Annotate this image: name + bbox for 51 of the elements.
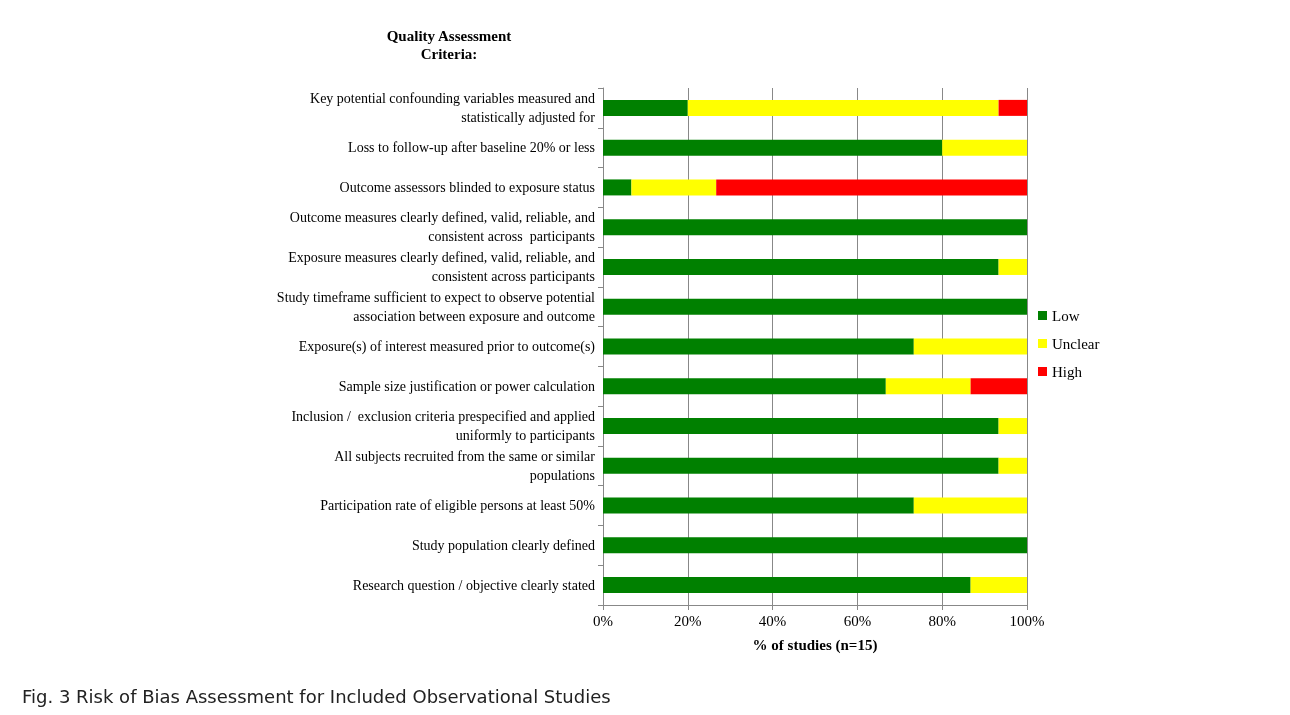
bar bbox=[603, 258, 999, 275]
caption: Fig. 3 Risk of Bias Assessment for Included Observational Studies bbox=[22, 685, 611, 707]
bar bbox=[970, 577, 1027, 594]
x-tick-label: 100% bbox=[1009, 612, 1045, 629]
legend-label: Low bbox=[1052, 307, 1080, 324]
x-tick-label: 60% bbox=[843, 612, 872, 629]
bar bbox=[603, 537, 1027, 554]
bar bbox=[913, 497, 1027, 514]
bar bbox=[998, 457, 1027, 474]
bar bbox=[603, 457, 999, 474]
legend-label: Unclear bbox=[1052, 335, 1100, 352]
x-axis-title: % of studies (n=15) bbox=[752, 636, 878, 654]
bar bbox=[603, 577, 971, 594]
y-tick-label: Outcome assessors blinded to exposure status bbox=[339, 179, 595, 195]
x-tick-label: 20% bbox=[674, 612, 702, 629]
bar bbox=[716, 179, 1027, 196]
y-tick-label: Study population clearly defined bbox=[411, 537, 595, 553]
bar bbox=[970, 378, 1027, 395]
x-tick-label: 80% bbox=[928, 612, 956, 629]
bar bbox=[942, 139, 1027, 156]
y-tick-label: Exposure(s) of interest measured prior to outcome(s) bbox=[298, 339, 596, 355]
bar bbox=[603, 378, 886, 395]
y-tick-label: Inclusion / exclusion criteria prespecified and applied uniformly to participants bbox=[291, 409, 595, 444]
y-tick-label: Study timeframe sufficient to expect to observe potential association between exposure and outcome bbox=[276, 289, 596, 324]
y-tick-label: Exposure measures clearly defined, valid, reliable, and consistent across participants bbox=[288, 249, 595, 284]
bar bbox=[913, 338, 1027, 355]
bar bbox=[885, 378, 971, 395]
bar bbox=[603, 497, 914, 514]
y-tick-label: Research question / objective clearly stated bbox=[352, 577, 595, 593]
x-tick-label: 40% bbox=[758, 612, 787, 629]
bar bbox=[998, 99, 1027, 116]
y-tick-label: Loss to follow-up after baseline 20% or less bbox=[348, 140, 595, 156]
y-tick-label: All subjects recruited from the same or similar populations bbox=[334, 448, 596, 483]
y-tick-label: Outcome measures clearly defined, valid, reliable, and consistent across participants bbox=[289, 210, 595, 245]
y-tick-label: Key potential confounding variables measured and statistically adjusted for bbox=[310, 90, 596, 125]
bar bbox=[998, 418, 1027, 435]
bar bbox=[603, 179, 632, 196]
legend-label: High bbox=[1052, 363, 1083, 380]
bar bbox=[998, 258, 1027, 275]
bar bbox=[603, 338, 914, 355]
y-tick-label: Sample size justification or power calculation bbox=[338, 378, 595, 394]
bar bbox=[631, 179, 717, 196]
bar bbox=[603, 99, 688, 116]
bar bbox=[603, 219, 1027, 236]
bar bbox=[687, 99, 999, 116]
bar bbox=[603, 418, 999, 435]
bar bbox=[603, 298, 1027, 315]
x-tick-label: 0% bbox=[593, 612, 613, 629]
y-tick-label: Participation rate of eligible persons at least 50% bbox=[320, 498, 596, 514]
bar bbox=[603, 139, 943, 156]
text: Quality Assessment Criteria: bbox=[386, 28, 512, 62]
